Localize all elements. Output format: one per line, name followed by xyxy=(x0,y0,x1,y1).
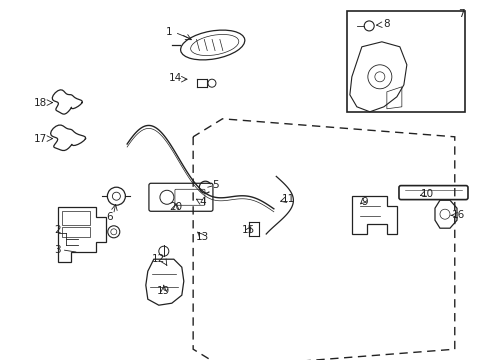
Bar xyxy=(61,227,90,237)
Text: 10: 10 xyxy=(421,189,433,199)
Bar xyxy=(61,211,90,225)
Text: 20: 20 xyxy=(169,202,182,212)
Text: 13: 13 xyxy=(196,232,209,242)
Bar xyxy=(346,11,464,112)
Text: 4: 4 xyxy=(199,197,206,207)
Text: 8: 8 xyxy=(382,19,389,30)
Text: 3: 3 xyxy=(54,245,61,255)
Text: 9: 9 xyxy=(360,197,367,207)
Text: 16: 16 xyxy=(450,210,464,220)
Text: 14: 14 xyxy=(168,73,182,84)
Text: 19: 19 xyxy=(157,286,170,296)
Text: 2: 2 xyxy=(54,225,61,235)
Text: 12: 12 xyxy=(152,254,165,264)
Text: 17: 17 xyxy=(33,134,47,144)
Text: 15: 15 xyxy=(241,225,255,235)
Text: 11: 11 xyxy=(281,194,295,204)
Text: 18: 18 xyxy=(33,98,47,108)
Text: 6: 6 xyxy=(106,212,113,222)
Text: 7: 7 xyxy=(457,9,464,19)
Text: 1: 1 xyxy=(165,27,172,37)
Text: 5: 5 xyxy=(211,180,218,190)
